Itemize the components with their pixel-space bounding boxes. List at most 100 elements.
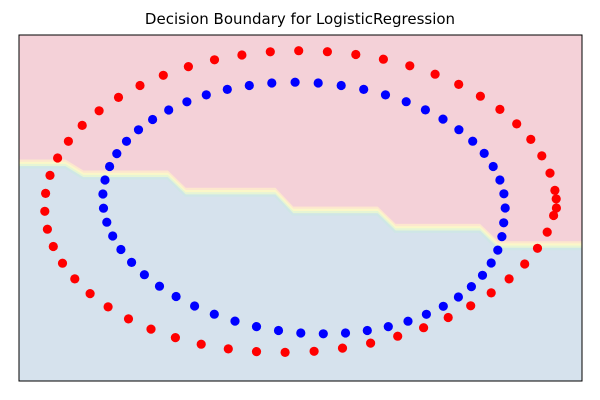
scatter-point-series-1 <box>545 168 555 178</box>
scatter-point-series-2 <box>453 292 463 302</box>
scatter-point-series-1 <box>123 314 134 324</box>
scatter-point-series-2 <box>230 316 240 326</box>
scatter-point-series-1 <box>251 347 262 357</box>
scatter-point-series-2 <box>133 125 144 135</box>
scatter-point-series-2 <box>486 258 496 268</box>
scatter-point-series-2 <box>148 114 158 125</box>
scatter-point-series-1 <box>378 54 388 64</box>
decision-boundary <box>19 159 582 251</box>
scatter-point-series-2 <box>273 325 284 336</box>
scatter-point-series-2 <box>100 175 110 185</box>
scatter-point-series-2 <box>171 291 181 302</box>
scatter-point-series-1 <box>113 92 124 102</box>
scatter-point-series-2 <box>340 328 351 338</box>
scatter-point-series-1 <box>551 194 561 204</box>
scatter-point-series-2 <box>182 97 192 107</box>
scatter-point-series-1 <box>42 224 53 234</box>
scatter-point-series-1 <box>537 151 547 161</box>
scatter-point-series-2 <box>267 78 277 88</box>
scatter-point-series-1 <box>209 55 220 65</box>
scatter-point-series-1 <box>466 301 476 311</box>
scatter-point-series-2 <box>251 322 262 332</box>
scatter-point-series-2 <box>362 325 372 336</box>
scatter-point-series-2 <box>244 80 254 91</box>
scatter-point-series-1 <box>393 331 403 341</box>
scatter-point-series-1 <box>520 259 530 269</box>
scatter-point-series-1 <box>45 170 55 180</box>
decision-region-lower <box>19 164 582 381</box>
scatter-point-series-2 <box>438 301 448 311</box>
scatter-point-series-1 <box>265 47 275 57</box>
scatter-point-series-1 <box>419 323 429 333</box>
scatter-point-series-1 <box>135 80 145 91</box>
scatter-point-series-2 <box>380 90 391 100</box>
scatter-point-series-2 <box>477 270 488 280</box>
boundary-band <box>19 166 582 251</box>
plot-frame <box>18 34 583 382</box>
scatter-point-series-2 <box>495 175 505 185</box>
scatter-point-series-1 <box>94 106 104 116</box>
scatter-point-series-1 <box>526 134 536 144</box>
scatter-point-series-2 <box>127 257 137 267</box>
scatter-point-series-2 <box>190 301 200 311</box>
scatter-point-series-2 <box>466 282 476 292</box>
scatter-point-series-2 <box>493 245 503 255</box>
scatter-point-series-2 <box>318 329 328 339</box>
scatter-point-series-1 <box>454 79 464 89</box>
scatter-point-series-1 <box>170 333 180 343</box>
boundary-band <box>19 163 582 249</box>
scatter-point-series-2 <box>102 217 112 227</box>
scatter-point-series-2 <box>98 203 109 213</box>
scatter-point-series-1 <box>549 210 559 221</box>
scatter-point-series-2 <box>421 309 431 319</box>
scatter-point-series-2 <box>164 105 174 115</box>
decision-region-upper <box>19 35 582 246</box>
scatter-point-series-2 <box>383 322 393 332</box>
scatter-point-series-1 <box>70 274 80 284</box>
scatter-point-series-2 <box>108 231 118 241</box>
scatter-point-series-1 <box>53 153 63 163</box>
scatter-point-series-1 <box>196 339 206 349</box>
scatter-point-series-2 <box>479 148 489 158</box>
boundary-band <box>19 159 582 244</box>
scatter-point-series-1 <box>495 104 505 114</box>
scatter-point-series-2 <box>139 270 149 280</box>
scatter-point-series-2 <box>438 114 448 124</box>
scatter-point-series-1 <box>550 185 560 195</box>
scatter-point-series-2 <box>454 125 464 135</box>
scatter-point-series-1 <box>337 343 348 353</box>
scatter-point-series-1 <box>280 347 290 357</box>
scatter-point-series-1 <box>366 338 376 348</box>
scatter-point-series-2 <box>500 203 510 213</box>
scatter-point-series-2 <box>336 80 346 91</box>
scatter-point-series-2 <box>401 97 411 107</box>
scatter-point-series-1 <box>475 91 485 101</box>
scatter-point-series-2 <box>497 232 507 242</box>
scatter-point-series-2 <box>116 244 126 255</box>
scatter-point-series-2 <box>222 84 232 94</box>
boundary-band <box>19 161 582 246</box>
scatter-point-series-1 <box>85 289 95 299</box>
scatter-point-series-1 <box>430 69 440 79</box>
scatter-point-series-1 <box>542 227 552 237</box>
scatter-point-series-1 <box>41 188 51 198</box>
scatter-point-series-2 <box>420 105 430 115</box>
scatter-point-series-1 <box>551 203 562 213</box>
scatter-point-series-1 <box>40 206 50 216</box>
scatter-point-series-2 <box>499 189 509 199</box>
scatter-point-series-1 <box>63 136 73 146</box>
scatter-point-series-2 <box>201 90 211 100</box>
scatter-point-series-1 <box>322 47 332 57</box>
scatter-point-series-1 <box>158 70 168 80</box>
scatter-point-series-1 <box>294 46 304 56</box>
scatter-point-series-2 <box>290 77 300 87</box>
scatter-point-series-1 <box>405 61 415 71</box>
scatter-point-series-1 <box>146 324 156 334</box>
scatter-point-series-1 <box>486 288 496 298</box>
scatter-point-series-1 <box>443 312 453 323</box>
scatter-point-series-2 <box>468 136 478 146</box>
scatter-point-series-2 <box>98 189 108 199</box>
scatter-point-series-1 <box>237 50 247 60</box>
scatter-point-series-1 <box>57 258 68 268</box>
scatter-point-series-1 <box>103 302 113 312</box>
